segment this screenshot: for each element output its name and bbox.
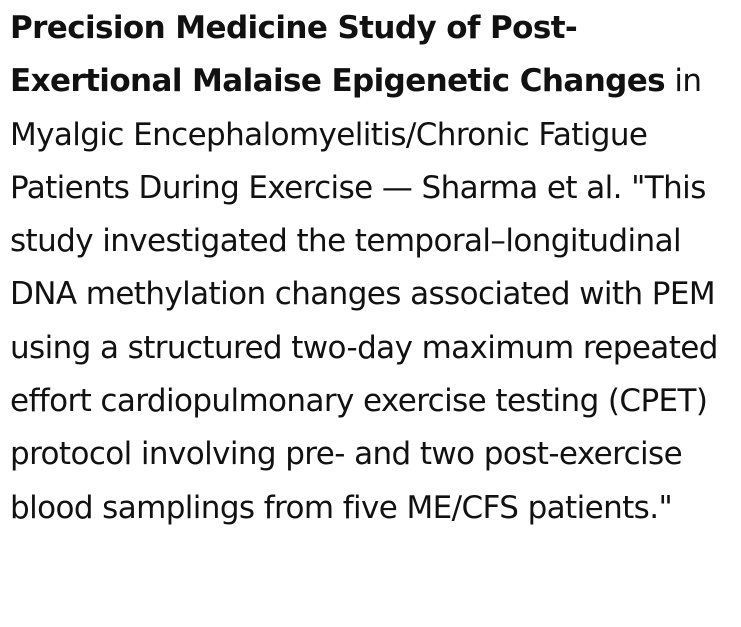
authors: Sharma et al.: [421, 169, 623, 206]
title-continuation: in Myalgic Encephalomyelitis/Chronic Fat…: [10, 63, 702, 206]
paper-title: Precision Medicine Study of Post-Exertio…: [10, 10, 666, 100]
separator: —: [381, 169, 413, 206]
abstract-quote: "This study investigated the temporal–lo…: [10, 169, 718, 526]
